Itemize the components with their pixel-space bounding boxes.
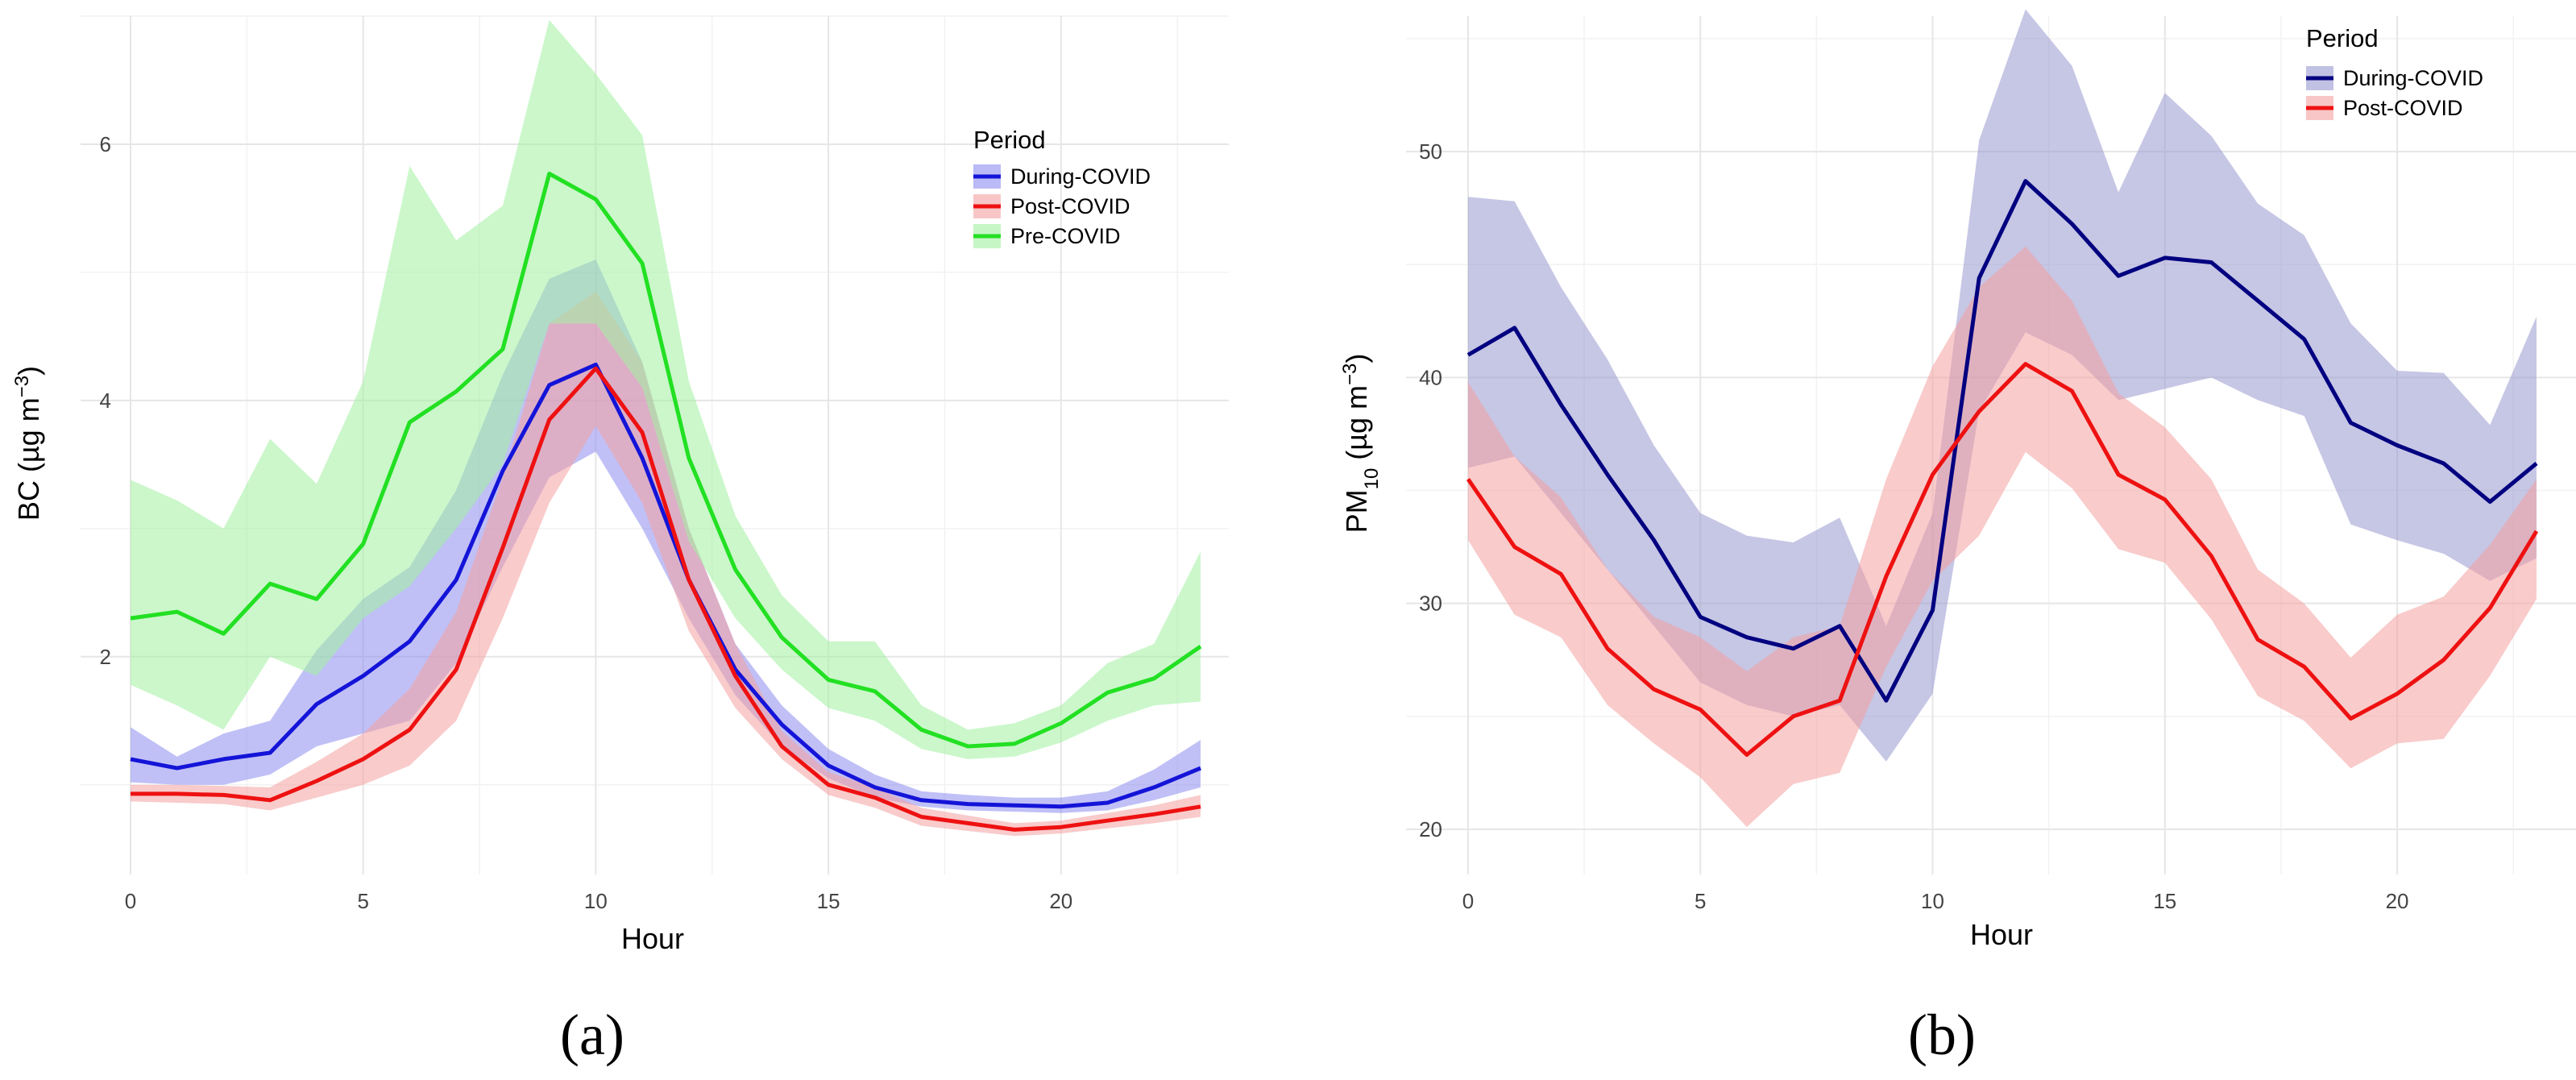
panel-a-series-lines bbox=[130, 172, 1202, 832]
panel-a-y-ticks: 2 4 6 bbox=[100, 132, 111, 669]
during-covid-legend-label: During-COVID bbox=[1010, 164, 1151, 189]
x-tick-label: 10 bbox=[1921, 889, 1944, 913]
y-tick-label: 20 bbox=[1419, 817, 1442, 841]
x-tick-label: 20 bbox=[2386, 889, 2409, 913]
panel-a-legend: Period During-COVID Post-COVID Pre-COVID bbox=[973, 126, 1151, 248]
post-covid-confidence-band bbox=[131, 291, 1201, 837]
panel-b-legend: Period During-COVID Post-COVID bbox=[2306, 24, 2483, 120]
panel-b-y-axis-title: PM10 (µg m−3) bbox=[1339, 354, 1383, 534]
panel-a-x-ticks: 0 5 10 15 20 bbox=[125, 889, 1072, 913]
post-covid-line bbox=[1466, 362, 2539, 757]
panel-b-pm10-chart: 0 5 10 15 20 20 30 40 50 Hour PM10 (µg m−3) Per… bbox=[1339, 9, 2576, 1067]
y-tick-label: 2 bbox=[100, 645, 111, 669]
panel-b-y-ticks: 20 30 40 50 bbox=[1419, 139, 1442, 841]
panel-a-x-axis-title: Hour bbox=[621, 922, 684, 955]
pre-covid-line bbox=[130, 172, 1202, 749]
x-tick-label: 5 bbox=[357, 889, 368, 913]
post-covid-line bbox=[131, 366, 1201, 832]
panel-a-label: (a) bbox=[560, 1003, 624, 1067]
panel-a-y-axis-title: BC (µg m−3) bbox=[11, 366, 46, 521]
post-covid-confidence-band bbox=[1468, 246, 2537, 828]
y-tick-label: 6 bbox=[100, 132, 111, 156]
x-tick-label: 5 bbox=[1695, 889, 1706, 913]
y-tick-label: 30 bbox=[1419, 592, 1442, 616]
panel-b-x-ticks: 0 5 10 15 20 bbox=[1462, 889, 2409, 913]
panel-b-series-lines bbox=[1466, 179, 2539, 757]
panel-a-bc-chart: 0 5 10 15 20 2 4 6 Hour BC (µg m−3) Period Dur… bbox=[11, 15, 1229, 1067]
panel-b-legend-title: Period bbox=[2306, 24, 2379, 52]
panel-b-x-axis-title: Hour bbox=[1970, 918, 2033, 951]
x-tick-label: 15 bbox=[817, 889, 840, 913]
x-tick-label: 15 bbox=[2153, 889, 2176, 913]
panel-b-confidence-bands bbox=[1468, 9, 2537, 828]
post-covid-legend-label: Post-COVID bbox=[2343, 96, 2463, 120]
during-covid-legend-label: During-COVID bbox=[2343, 66, 2483, 90]
during-covid-line bbox=[1466, 179, 2538, 703]
y-tick-label: 50 bbox=[1419, 139, 1442, 164]
y-tick-label: 40 bbox=[1419, 365, 1442, 389]
x-tick-label: 0 bbox=[1462, 889, 1474, 913]
y-tick-label: 4 bbox=[100, 388, 111, 413]
pre-covid-legend-label: Pre-COVID bbox=[1010, 224, 1121, 248]
pre-covid-confidence-band bbox=[131, 19, 1201, 759]
panel-a-confidence-bands bbox=[131, 19, 1201, 837]
x-tick-label: 10 bbox=[584, 889, 608, 913]
x-tick-label: 0 bbox=[125, 889, 136, 913]
x-tick-label: 20 bbox=[1049, 889, 1072, 913]
panel-b-label: (b) bbox=[1908, 1003, 1976, 1067]
during-covid-confidence-band bbox=[1468, 9, 2537, 762]
post-covid-legend-label: Post-COVID bbox=[1010, 194, 1130, 218]
panel-a-legend-title: Period bbox=[973, 126, 1046, 154]
during-covid-line bbox=[130, 362, 1201, 809]
